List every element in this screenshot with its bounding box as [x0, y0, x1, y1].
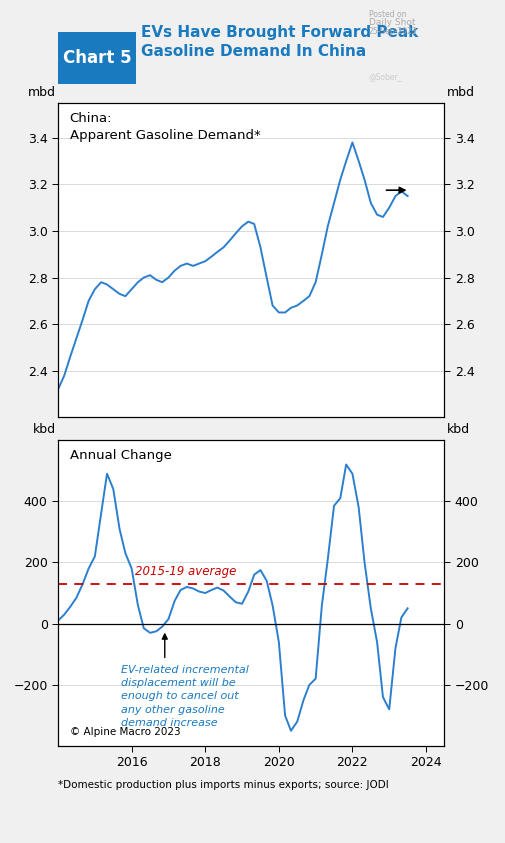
Text: 2015-19 average: 2015-19 average [135, 566, 237, 578]
Text: Posted on: Posted on [369, 10, 406, 19]
Text: EV-related incremental
displacement will be
enough to cancel out
any other gasol: EV-related incremental displacement will… [121, 665, 248, 728]
Text: © Alpine Macro 2023: © Alpine Macro 2023 [70, 727, 180, 737]
Text: Annual Change: Annual Change [70, 449, 172, 462]
Text: kbd: kbd [447, 423, 470, 436]
Text: @Sober_: @Sober_ [369, 72, 402, 81]
Text: kbd: kbd [32, 423, 56, 436]
Text: mbd: mbd [447, 86, 475, 99]
Text: mbd: mbd [28, 86, 56, 99]
Text: *Domestic production plus imports minus exports; source: JODI: *Domestic production plus imports minus … [58, 781, 389, 790]
Text: Chart 5: Chart 5 [63, 49, 131, 67]
Text: EVs Have Brought Forward Peak
Gasoline Demand In China: EVs Have Brought Forward Peak Gasoline D… [141, 25, 419, 59]
Text: 25-Sep-2023: 25-Sep-2023 [369, 27, 417, 35]
Text: Daily Shot: Daily Shot [369, 19, 415, 27]
Text: China:
Apparent Gasoline Demand*: China: Apparent Gasoline Demand* [70, 112, 261, 142]
